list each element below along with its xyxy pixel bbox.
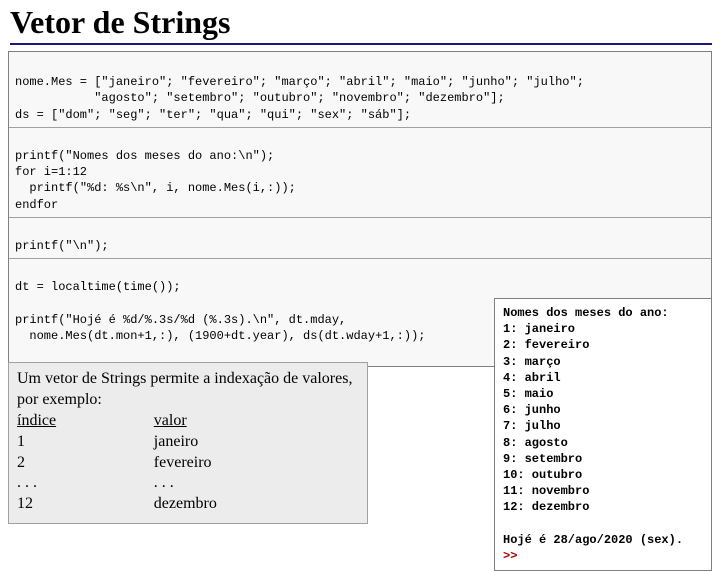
output-line: 9: setembro bbox=[503, 452, 582, 466]
table-row: . . . . . . bbox=[17, 473, 359, 494]
page-title: Vetor de Strings bbox=[10, 4, 712, 45]
output-line: 6: junho bbox=[503, 403, 561, 417]
table-row: 1 janeiro bbox=[17, 432, 359, 453]
table-cell: 12 bbox=[17, 494, 154, 515]
table-row: 12 dezembro bbox=[17, 494, 359, 515]
output-line: 4: abril bbox=[503, 371, 561, 385]
description-table: índice valor 1 janeiro 2 fevereiro . . .… bbox=[17, 411, 359, 515]
code-separator bbox=[9, 217, 711, 218]
output-line: 8: agosto bbox=[503, 436, 568, 450]
table-header-value: valor bbox=[154, 411, 359, 432]
table-cell: 1 bbox=[17, 432, 154, 453]
table-header-index: índice bbox=[17, 411, 154, 432]
table-cell: fevereiro bbox=[154, 453, 359, 474]
table-cell: . . . bbox=[154, 473, 359, 494]
output-line: 11: novembro bbox=[503, 484, 589, 498]
output-line: 1: janeiro bbox=[503, 322, 575, 336]
code-seg-1: nome.Mes = ["janeiro"; "fevereiro"; "mar… bbox=[15, 75, 584, 121]
description-box: Um vetor de Strings permite a indexação … bbox=[8, 362, 368, 524]
output-box: Nomes dos meses do ano: 1: janeiro 2: fe… bbox=[494, 298, 712, 571]
table-cell: janeiro bbox=[154, 432, 359, 453]
output-line: 2: fevereiro bbox=[503, 338, 589, 352]
output-prompt: >> bbox=[503, 549, 517, 563]
code-seg-3: printf("\n"); bbox=[15, 239, 109, 253]
table-cell: 2 bbox=[17, 453, 154, 474]
output-line: 12: dezembro bbox=[503, 500, 589, 514]
code-seg-4: dt = localtime(time()); printf("Hojé é %… bbox=[15, 280, 425, 343]
description-intro: Um vetor de Strings permite a indexação … bbox=[17, 369, 359, 411]
table-row: 2 fevereiro bbox=[17, 453, 359, 474]
slide: Vetor de Strings nome.Mes = ["janeiro"; … bbox=[0, 0, 720, 540]
code-separator bbox=[9, 258, 711, 259]
table-row: índice valor bbox=[17, 411, 359, 432]
output-line: 3: março bbox=[503, 355, 561, 369]
output-line: 7: julho bbox=[503, 419, 561, 433]
table-cell: . . . bbox=[17, 473, 154, 494]
code-separator bbox=[9, 127, 711, 128]
output-line: 5: maio bbox=[503, 387, 553, 401]
output-line: 10: outubro bbox=[503, 468, 582, 482]
table-cell: dezembro bbox=[154, 494, 359, 515]
output-header: Nomes dos meses do ano: bbox=[503, 306, 669, 320]
code-seg-2: printf("Nomes dos meses do ano:\n"); for… bbox=[15, 149, 296, 212]
